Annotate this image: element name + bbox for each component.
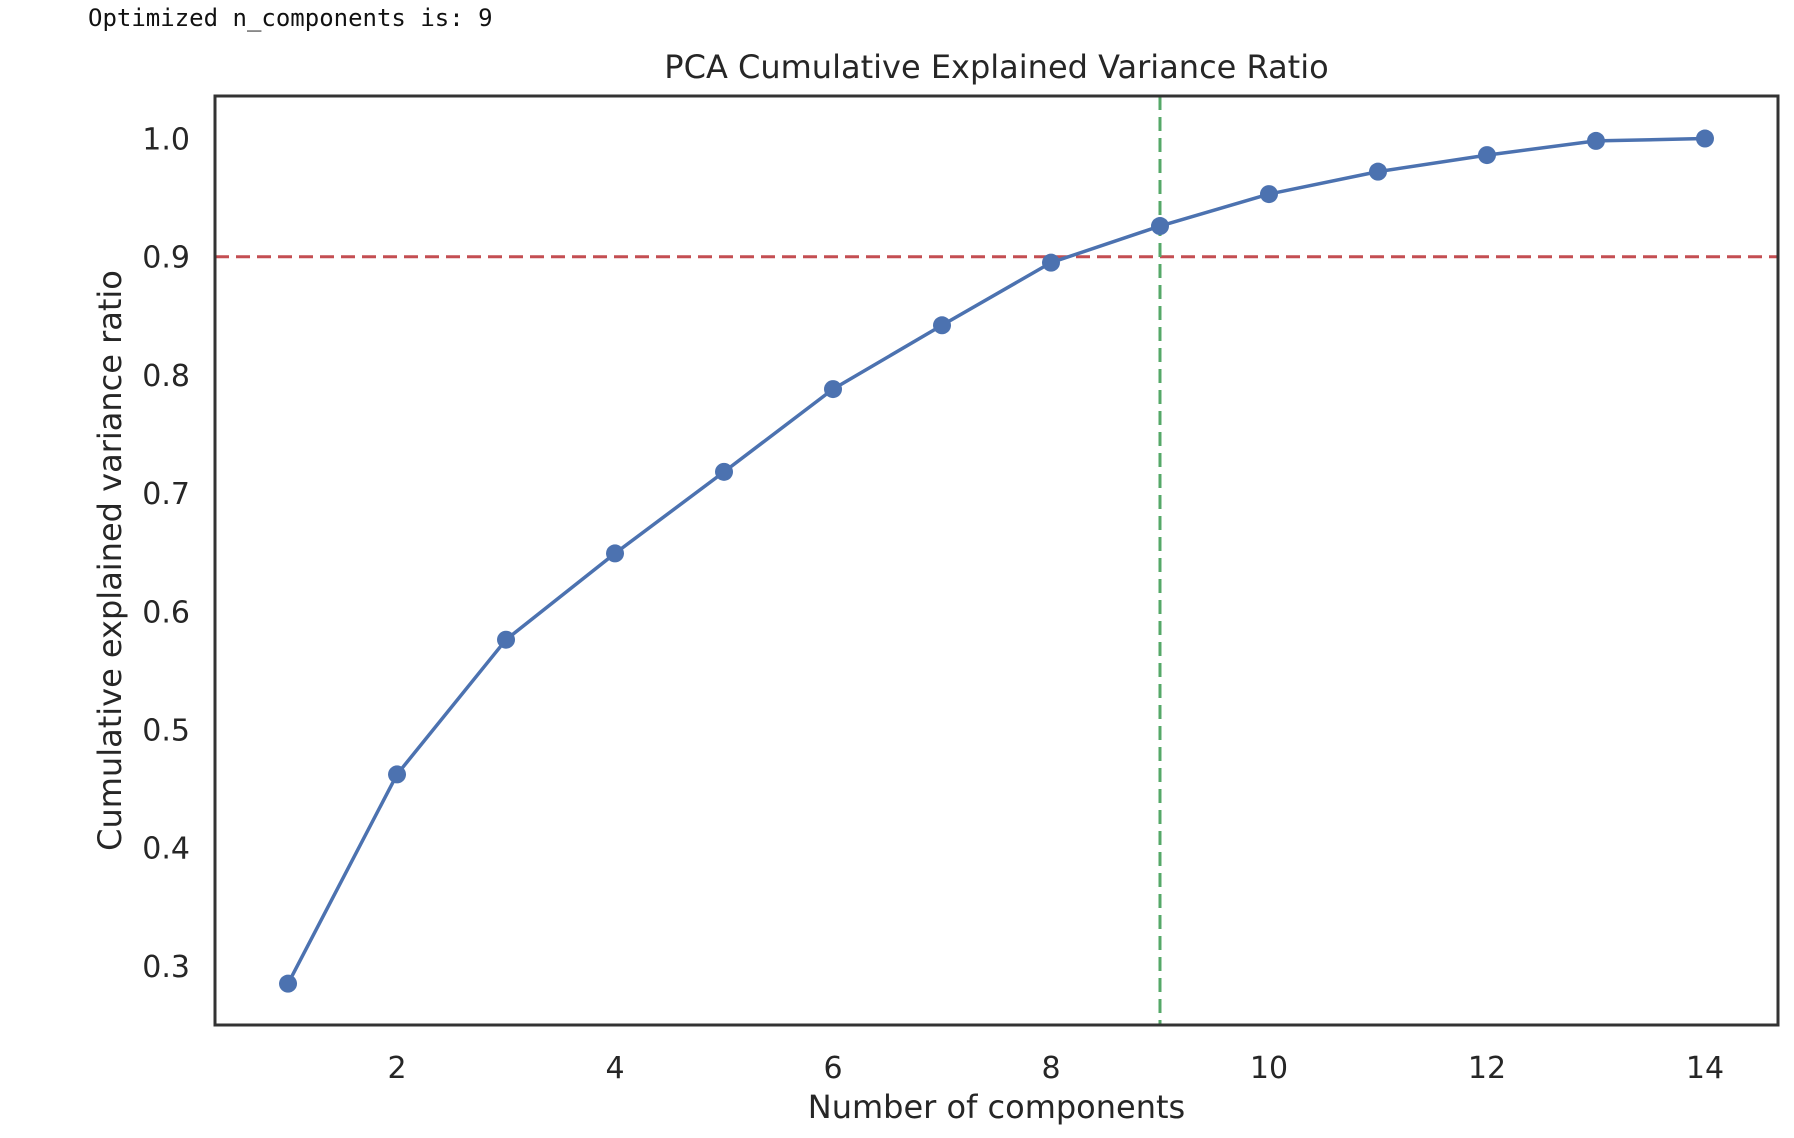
chart-title: PCA Cumulative Explained Variance Ratio <box>664 48 1328 86</box>
data-point <box>1586 131 1605 150</box>
y-tick-label: 0.3 <box>142 950 190 985</box>
data-point <box>388 765 407 784</box>
y-tick-label: 0.9 <box>142 241 190 276</box>
y-tick-label: 0.5 <box>142 714 190 749</box>
y-tick-label: 0.4 <box>142 832 190 867</box>
y-tick-label: 0.6 <box>142 595 190 630</box>
data-point <box>1695 129 1714 148</box>
data-point <box>1150 217 1169 236</box>
y-tick-label: 0.8 <box>142 359 190 394</box>
data-point <box>1477 146 1496 165</box>
x-tick-label: 8 <box>1041 1051 1060 1086</box>
data-point <box>715 462 734 481</box>
data-point <box>497 630 516 649</box>
data-point <box>606 544 625 563</box>
x-tick-label: 6 <box>823 1051 842 1086</box>
data-point <box>279 974 298 993</box>
x-axis-label: Number of components <box>808 1088 1185 1126</box>
x-tick-label: 4 <box>605 1051 624 1086</box>
x-tick-label: 14 <box>1686 1051 1724 1086</box>
data-point <box>1368 162 1387 181</box>
data-point <box>933 316 952 335</box>
x-tick-label: 12 <box>1468 1051 1506 1086</box>
y-tick-label: 0.7 <box>142 477 190 512</box>
data-point <box>824 380 843 399</box>
x-tick-label: 10 <box>1250 1051 1288 1086</box>
data-point <box>1041 253 1060 272</box>
cell-output-text: Optimized n_components is: 9 <box>88 4 493 32</box>
x-tick-label: 2 <box>387 1051 406 1086</box>
y-axis-label: Cumulative explained variance ratio <box>91 270 129 851</box>
plot-frame <box>213 94 1780 1027</box>
data-point <box>1259 185 1278 204</box>
plot-area: 2 4 6 8 10 12 14 0.3 0.4 0.5 0.6 0.7 0.8 0.9 1.0 <box>142 96 1778 1086</box>
y-tick-label: 1.0 <box>142 123 190 158</box>
series-line <box>286 136 1706 985</box>
